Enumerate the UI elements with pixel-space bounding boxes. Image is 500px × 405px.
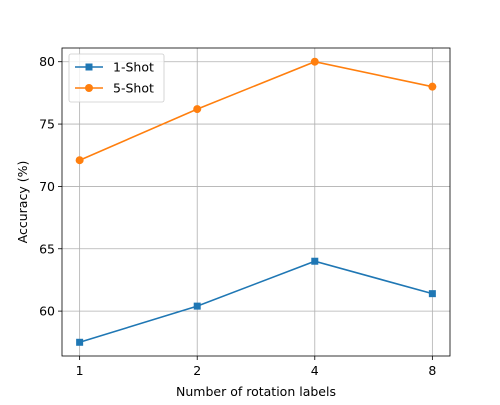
data-point-1-shot xyxy=(193,302,201,310)
legend-label: 1-Shot xyxy=(113,60,154,75)
y-tick-label: 80 xyxy=(39,54,55,69)
series-line-1-shot xyxy=(79,260,433,344)
y-tick-label: 70 xyxy=(39,179,55,194)
x-tick-label: 1 xyxy=(76,363,84,378)
x-tick-label: 2 xyxy=(193,363,201,378)
x-tick-label: 8 xyxy=(428,363,436,378)
y-tick-label: 65 xyxy=(39,241,55,256)
axis-ticks: 1 2 4 8 60 65 70 75 80 xyxy=(39,54,436,378)
series-layer xyxy=(75,57,437,346)
legend-box xyxy=(68,53,165,103)
series-1-shot xyxy=(76,257,436,346)
series-line-5-shot xyxy=(79,60,433,161)
data-point-1-shot xyxy=(76,338,84,346)
legend-item-5-shot: 5-Shot xyxy=(75,81,154,96)
y-tick-label: 60 xyxy=(39,304,55,319)
plot-frame xyxy=(61,47,451,357)
grid xyxy=(62,48,450,356)
legend-swatch-marker xyxy=(85,63,93,71)
x-axis-label: Number of rotation labels xyxy=(176,384,336,399)
x-tick-label: 4 xyxy=(311,363,319,378)
data-point-1-shot xyxy=(428,290,436,298)
series-5-shot xyxy=(75,57,437,165)
data-point-5-shot xyxy=(75,156,84,165)
data-point-1-shot xyxy=(311,257,319,265)
y-axis-label: Accuracy (%) xyxy=(15,161,30,244)
legend: 1-Shot 5-Shot xyxy=(68,53,165,103)
legend-label: 5-Shot xyxy=(113,81,154,96)
data-point-5-shot xyxy=(310,57,319,66)
y-tick-label: 75 xyxy=(39,117,55,132)
legend-swatch-marker xyxy=(85,84,93,92)
data-point-5-shot xyxy=(193,105,202,114)
data-point-5-shot xyxy=(428,82,437,91)
legend-item-1-shot: 1-Shot xyxy=(75,60,154,75)
